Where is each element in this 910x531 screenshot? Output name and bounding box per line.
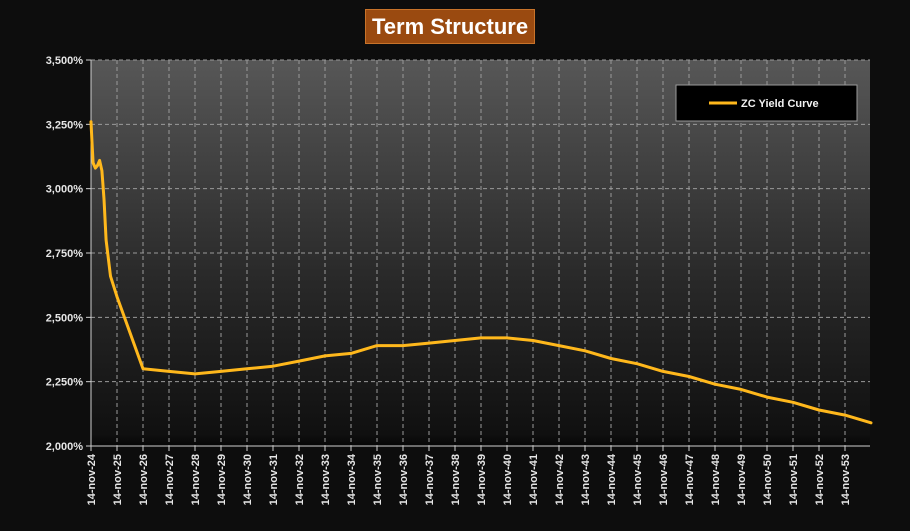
y-tick-label: 2,500% (46, 312, 84, 324)
x-tick-label: 14-nov-50 (762, 454, 774, 505)
grid-layer (91, 59, 870, 446)
x-tick-label: 14-nov-27 (164, 454, 176, 505)
x-tick-label: 14-nov-45 (632, 454, 644, 505)
y-tick-label: 3,000% (46, 184, 84, 196)
y-tick-label: 2,000% (46, 441, 84, 453)
x-tick-label: 14-nov-38 (450, 454, 462, 505)
x-tick-label: 14-nov-34 (346, 453, 358, 505)
x-tick-label: 14-nov-35 (372, 454, 384, 505)
x-tick-label: 14-nov-32 (294, 454, 306, 505)
x-tick-label: 14-nov-24 (86, 453, 98, 505)
x-tick-label: 14-nov-49 (736, 454, 748, 505)
x-tick-label: 14-nov-44 (606, 453, 618, 505)
legend-label: ZC Yield Curve (741, 98, 819, 110)
series-line-zc-yield-curve (89, 120, 873, 425)
x-tick-label: 14-nov-37 (424, 454, 436, 505)
x-tick-label: 14-nov-33 (320, 454, 332, 505)
x-tick-label: 14-nov-28 (190, 454, 202, 505)
axis-layer: 2,000% 2,250% 2,500% 2,750% 3,000% 3,250% 3,50… (46, 55, 870, 505)
y-tick-label: 3,500% (46, 55, 84, 67)
legend-box (675, 84, 858, 122)
x-tick-label: 14-nov-52 (814, 454, 826, 505)
x-tick-label: 14-nov-26 (138, 454, 150, 505)
x-tick-label: 14-nov-46 (658, 454, 670, 505)
x-tick-label: 14-nov-53 (840, 454, 852, 505)
y-tick-label: 2,750% (46, 248, 84, 260)
chart-title: Term Structure (365, 9, 536, 44)
y-tick-label: 3,250% (46, 119, 84, 131)
x-tick-label: 14-nov-31 (268, 454, 280, 505)
x-tick-label: 14-nov-42 (554, 454, 566, 505)
x-tick-label: 14-nov-47 (684, 454, 696, 505)
x-tick-label: 14-nov-43 (580, 454, 592, 505)
series-layer (89, 120, 873, 425)
x-tick-label: 14-nov-39 (476, 454, 488, 505)
x-tick-label: 14-nov-48 (710, 454, 722, 505)
legend: ZC Yield Curve (675, 84, 858, 122)
x-tick-label: 14-nov-40 (502, 454, 514, 505)
y-tick-label: 2,250% (46, 377, 84, 389)
x-tick-label: 14-nov-41 (528, 454, 540, 505)
x-tick-label: 14-nov-51 (788, 454, 800, 505)
x-tick-label: 14-nov-30 (242, 454, 254, 505)
x-tick-label: 14-nov-29 (216, 454, 228, 505)
x-tick-label: 14-nov-36 (398, 454, 410, 505)
x-tick-label: 14-nov-25 (112, 454, 124, 505)
